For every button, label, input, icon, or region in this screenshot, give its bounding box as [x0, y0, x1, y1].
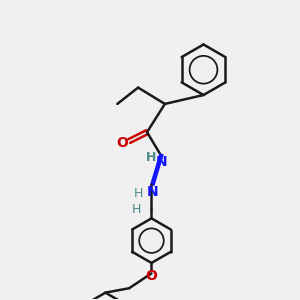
Text: H: H: [132, 203, 141, 216]
Text: H: H: [134, 187, 143, 200]
Text: O: O: [146, 269, 158, 283]
Text: H: H: [146, 151, 157, 164]
Text: O: O: [117, 136, 129, 150]
Text: N: N: [147, 184, 158, 199]
Text: N: N: [155, 155, 167, 169]
